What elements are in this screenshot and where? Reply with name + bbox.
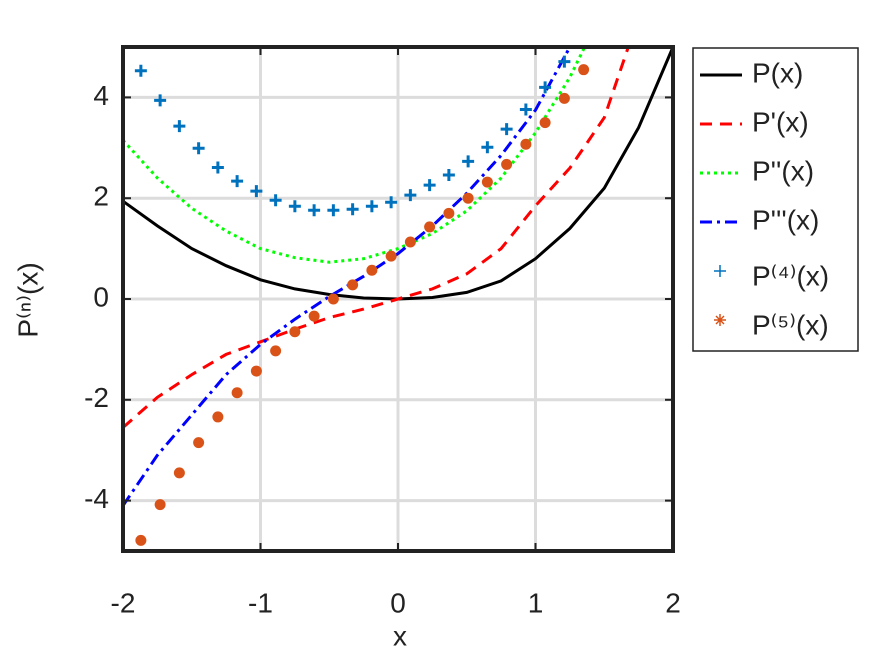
marker <box>520 138 532 150</box>
y-tick-label: -2 <box>84 382 109 413</box>
marker <box>173 120 186 133</box>
plot-area <box>123 47 673 546</box>
line <box>123 47 587 264</box>
y-tick-label: 2 <box>93 181 109 212</box>
marker <box>385 196 398 209</box>
marker <box>462 155 475 168</box>
marker <box>269 194 282 207</box>
marker <box>423 179 436 192</box>
marker <box>365 200 378 213</box>
marker <box>500 123 513 136</box>
legend: P(x) P'(x) P''(x) P'''(x) P⁽⁴⁾(x) P⁽⁵⁾(x) <box>700 57 829 340</box>
marker <box>578 64 590 76</box>
legend-label: P(x) <box>752 57 803 88</box>
x-tick-label: -2 <box>111 587 136 618</box>
marker <box>308 310 320 322</box>
marker <box>231 175 244 188</box>
marker <box>173 467 185 479</box>
marker <box>539 81 552 94</box>
marker <box>308 204 321 217</box>
x-tick-label: 1 <box>528 587 544 618</box>
marker <box>481 141 494 154</box>
marker <box>154 499 166 511</box>
marker <box>250 365 262 377</box>
marker <box>288 200 301 213</box>
marker <box>135 534 147 546</box>
marker <box>443 207 455 219</box>
legend-label: P'(x) <box>752 106 809 137</box>
legend-label: P''(x) <box>752 155 814 186</box>
marker <box>442 169 455 182</box>
marker <box>404 189 417 202</box>
marker <box>385 250 397 262</box>
marker <box>501 158 513 170</box>
marker <box>404 236 416 248</box>
marker <box>346 203 359 216</box>
marker <box>481 176 493 188</box>
marker <box>558 92 570 104</box>
marker <box>462 192 474 204</box>
marker <box>134 64 147 77</box>
legend-label: P'''(x) <box>752 204 819 235</box>
y-tick-label: -4 <box>84 483 109 514</box>
marker <box>154 94 167 107</box>
marker <box>289 326 301 338</box>
marker <box>327 293 339 305</box>
marker <box>714 265 726 277</box>
legend-box <box>692 47 859 352</box>
legend-label: P⁽⁴⁾(x) <box>752 260 829 291</box>
x-tick-label: 2 <box>665 587 681 618</box>
legend-label: P⁽⁵⁾(x) <box>752 309 829 340</box>
marker <box>539 117 551 129</box>
y-axis-label: P⁽ⁿ⁾(x) <box>12 262 43 337</box>
marker <box>192 142 205 155</box>
line <box>123 47 630 429</box>
marker <box>347 279 359 291</box>
y-tick-label: 4 <box>93 80 109 111</box>
marker <box>193 437 205 449</box>
marker <box>327 204 340 217</box>
marker <box>211 161 224 174</box>
legend-marker <box>714 314 726 326</box>
marker <box>519 103 532 116</box>
marker <box>212 411 224 423</box>
marker <box>250 185 263 198</box>
marker <box>231 387 243 399</box>
line <box>123 47 572 507</box>
x-tick-label: -1 <box>248 587 273 618</box>
x-tick-label: 0 <box>390 587 406 618</box>
marker <box>270 345 282 357</box>
ticks: -2 -1 0 1 2 -4 -2 0 2 4 <box>84 47 681 618</box>
x-axis-label: x <box>393 620 407 651</box>
marker <box>366 264 378 276</box>
marker <box>558 55 571 68</box>
marker <box>424 221 436 233</box>
y-tick-label: 0 <box>93 281 109 312</box>
